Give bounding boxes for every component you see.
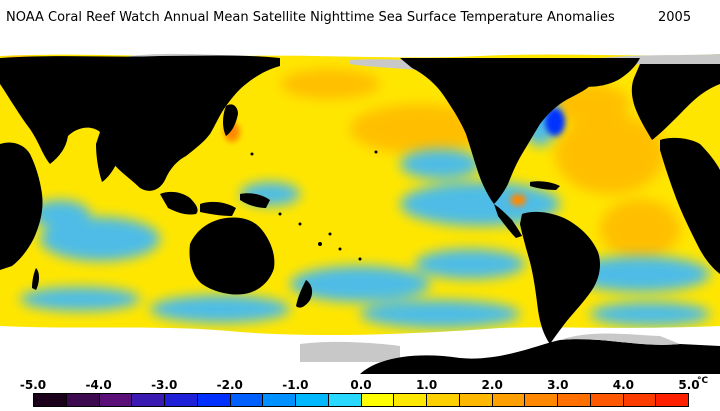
legend-tick-label: -2.0 [216,378,243,392]
indonesia [160,191,270,216]
sst-anomaly-map [0,44,720,374]
legend-swatch [328,394,362,406]
europe-west [631,64,720,140]
title-year: 2005 [658,10,692,25]
legend-swatch [99,394,133,406]
legend-swatch [132,394,165,406]
legend-swatch [558,394,591,406]
figure-title: NOAA Coral Reef Watch Annual Mean Satell… [0,10,720,28]
new-zealand [296,280,313,308]
legend-swatch [34,394,67,406]
legend-tick-label: 2.0 [481,378,503,392]
north-america [400,58,620,204]
madagascar [32,268,39,290]
legend-tick-label: -3.0 [151,378,178,392]
legend-swatch [66,394,100,406]
british-isles [654,87,665,103]
cool-anomaly-regions [20,86,710,328]
legend-swatch [459,394,493,406]
legend-tick-label: 0.0 [350,378,372,392]
greenland [560,58,640,87]
title-text: NOAA Coral Reef Watch Annual Mean Satell… [6,10,615,25]
eurasia [0,55,280,191]
legend-tick-label: 4.0 [612,378,635,392]
legend-tick-label: 3.0 [547,378,569,392]
japan [223,104,238,136]
legend-swatch [590,394,624,406]
legend-swatch [525,394,558,406]
africa-east [660,137,720,274]
legend-color-bar [33,393,689,407]
south-america [520,211,600,344]
legend-swatch [427,394,460,406]
caribbean-islands [530,181,560,190]
arabia-india [36,104,118,182]
world-map [0,44,720,374]
legend-swatch [394,394,427,406]
africa [0,142,43,270]
legend-tick-label: -4.0 [85,378,112,392]
legend-swatch [492,394,526,406]
legend-swatch [230,394,264,406]
antarctic-shelf [560,333,680,345]
color-legend: -5.0 -4.0 -3.0 -2.0 -1.0 0.0 1.0 2.0 3.0 4.0 5.0 °… [0,376,720,411]
legend-tick-label: 5.0 [678,378,700,392]
legend-swatch [656,394,688,406]
legend-swatch [623,394,657,406]
legend-tick-label: 1.0 [415,378,438,392]
legend-unit: °C [697,376,709,386]
legend-swatch [361,394,395,406]
sea-ice [300,341,400,362]
land-masses [0,55,720,344]
legend-swatch [165,394,198,406]
pacific-islands [250,150,378,261]
central-america [494,204,522,238]
legend-swatch [263,394,296,406]
legend-tick-label: -1.0 [282,378,309,392]
legend-swatch [197,394,231,406]
legend-swatch [296,394,329,406]
legend-tick-label: -5.0 [19,378,47,392]
australia [189,217,275,295]
antarctica [360,339,720,374]
